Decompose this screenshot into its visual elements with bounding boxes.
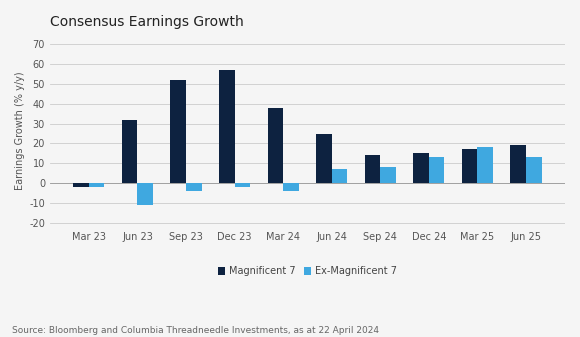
Bar: [122, 120, 137, 183]
Bar: [234, 183, 250, 187]
Bar: [526, 157, 542, 183]
Bar: [316, 133, 332, 183]
Bar: [73, 183, 89, 187]
Bar: [137, 183, 153, 205]
Bar: [186, 183, 202, 191]
Bar: [380, 167, 396, 183]
Bar: [510, 145, 526, 183]
Bar: [477, 147, 493, 183]
Bar: [283, 183, 299, 191]
Bar: [365, 155, 380, 183]
Bar: [414, 153, 429, 183]
Bar: [219, 70, 234, 183]
Bar: [267, 108, 283, 183]
Bar: [332, 169, 347, 183]
Y-axis label: Earnings Growth (% y/y): Earnings Growth (% y/y): [15, 71, 25, 190]
Text: Consensus Earnings Growth: Consensus Earnings Growth: [50, 15, 244, 29]
Text: Source: Bloomberg and Columbia Threadneedle Investments, as at 22 April 2024: Source: Bloomberg and Columbia Threadnee…: [12, 326, 379, 335]
Bar: [171, 80, 186, 183]
Bar: [429, 157, 444, 183]
Legend: Magnificent 7, Ex-Magnificent 7: Magnificent 7, Ex-Magnificent 7: [218, 266, 397, 276]
Bar: [89, 183, 104, 187]
Bar: [462, 149, 477, 183]
